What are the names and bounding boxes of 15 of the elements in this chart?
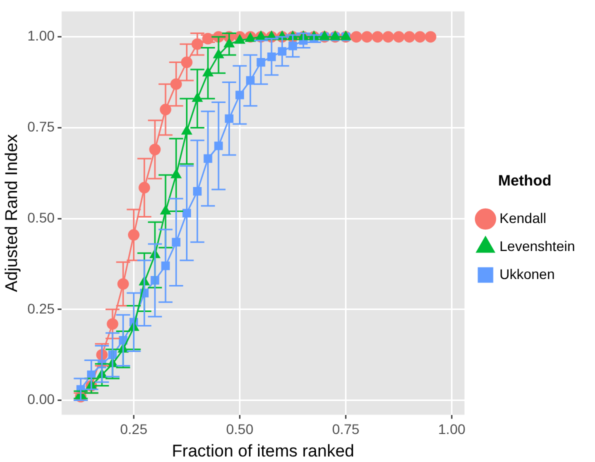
y-tick-label: 0.25 (27, 300, 55, 316)
legend-title: Method (498, 172, 552, 190)
legend-label: Kendall (499, 210, 546, 226)
y-axis-title: Adjusted Rand Index (2, 134, 21, 292)
y-tick-label: 0.50 (27, 209, 55, 226)
legend-label: Levenshtein (499, 238, 576, 254)
x-tick-label: 0.25 (120, 421, 148, 438)
x-tick-label: 1.00 (438, 421, 466, 438)
x-axis-title: Fraction of items ranked (172, 441, 354, 460)
y-tick-label: 0.00 (27, 391, 55, 408)
x-tick-label: 0.50 (226, 421, 254, 438)
x-tick-label: 0.75 (332, 421, 360, 438)
y-tick-label: 0.75 (27, 118, 55, 135)
y-tick-label: 1.00 (27, 28, 55, 44)
legend-label: Ukkonen (499, 266, 555, 282)
